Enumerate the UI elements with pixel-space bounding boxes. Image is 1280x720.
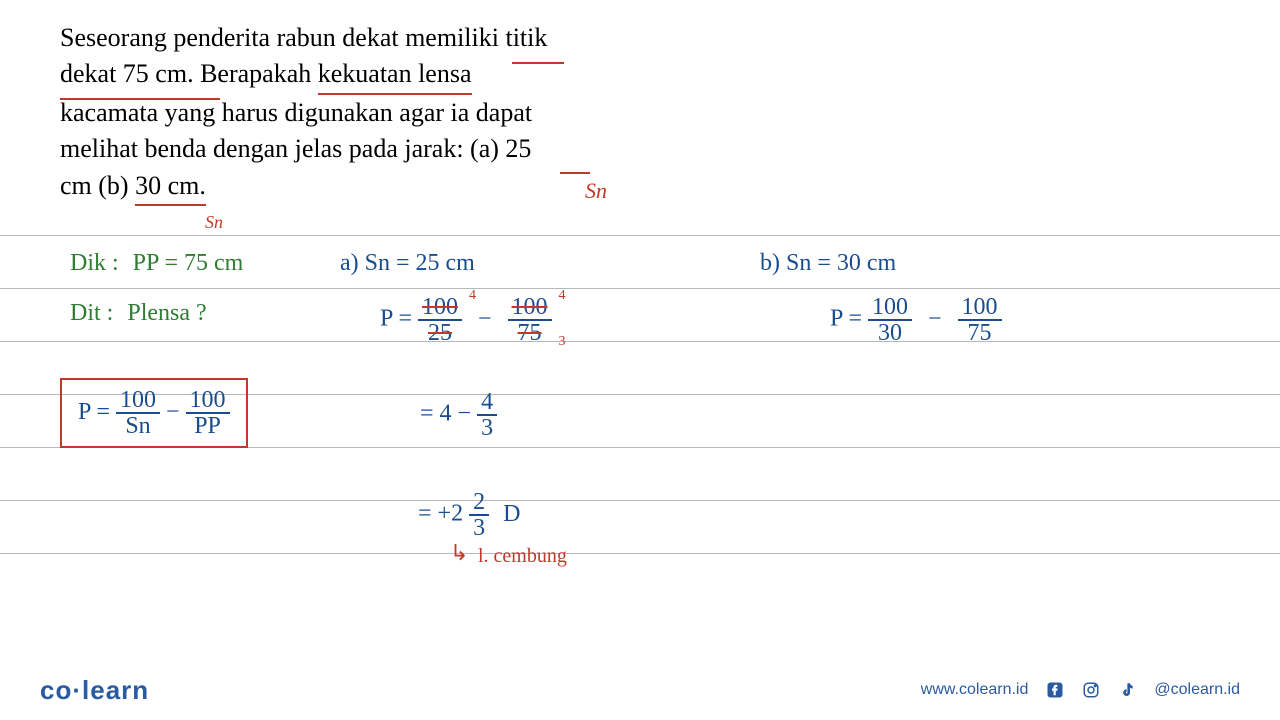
a-s3-den: 3 xyxy=(469,516,489,540)
q-line2-pre: dekat 75 cm. Berapakah xyxy=(60,59,318,88)
formula: P = 100 Sn − 100 PP xyxy=(78,399,230,425)
b-s1-t1: 100 30 xyxy=(868,295,912,345)
a-s1-t1-num: 100 xyxy=(418,295,462,321)
a-s1-t1-den: 25 xyxy=(418,321,462,345)
formula-t2: 100 PP xyxy=(186,388,230,438)
a-s2-pre: = 4 − xyxy=(420,401,471,427)
formula-box: P = 100 Sn − 100 PP xyxy=(60,378,248,448)
b-s1-minus: − xyxy=(928,306,942,332)
rule-3 xyxy=(0,341,1280,342)
dit-label: Dit : xyxy=(70,300,113,326)
dik-line: Dik : PP = 75 cm xyxy=(70,250,243,277)
question-block: Seseorang penderita rabun dekat memiliki… xyxy=(0,0,1280,216)
rule-2 xyxy=(0,288,1280,289)
a-s3-num: 2 xyxy=(469,490,489,516)
underline-titik-dekat xyxy=(512,62,564,64)
sn-annot-bottom: Sn xyxy=(205,212,223,233)
a-s3-unit: D xyxy=(503,501,520,527)
part-a-header: a) Sn = 25 cm xyxy=(340,250,475,277)
formula-t2-den: PP xyxy=(186,414,230,438)
part-a-step1: P = 100 25 4 − 100 75 4 3 xyxy=(380,295,552,345)
a-s2-frac: 4 3 xyxy=(477,390,497,440)
sn-annot-top: Sn xyxy=(585,178,607,204)
question-text: Seseorang penderita rabun dekat memiliki… xyxy=(60,20,620,206)
rule-1 xyxy=(0,235,1280,236)
part-a-step2: = 4 − 4 3 xyxy=(420,390,497,440)
logo-left: co xyxy=(40,675,72,705)
dik-label: Dik : xyxy=(70,250,119,276)
b-s1-t2-den: 75 xyxy=(958,321,1002,345)
q-line5-pre: cm (b) xyxy=(60,171,135,200)
rule-6 xyxy=(0,500,1280,501)
footer-right: www.colearn.id @colearn.id xyxy=(921,681,1240,699)
part-a-step3: = +2 2 3 D xyxy=(418,490,520,540)
logo: co·learn xyxy=(40,675,149,706)
b-s1-t1-den: 30 xyxy=(868,321,912,345)
dit-line: Dit : Plensa ? xyxy=(70,300,207,327)
a-s3-frac: 2 3 xyxy=(469,490,489,540)
a-s1-t1-sup: 4 xyxy=(469,289,476,303)
a-s2-den: 3 xyxy=(477,416,497,440)
q-line1: Seseorang penderita rabun dekat memiliki… xyxy=(60,23,547,52)
b-s1-lhs: P = xyxy=(830,306,862,332)
logo-dot: · xyxy=(72,675,82,705)
a-s1-t2-sup-den: 3 xyxy=(559,335,566,349)
formula-t2-num: 100 xyxy=(186,388,230,414)
q-line2-underlined: kekuatan lensa xyxy=(318,56,472,94)
underline-25 xyxy=(560,172,590,174)
cembung-arrow: ↳ xyxy=(450,540,468,566)
a-s2-num: 4 xyxy=(477,390,497,416)
a-s1-t1: 100 25 4 xyxy=(418,295,462,345)
formula-t1: 100 Sn xyxy=(116,388,160,438)
underline-dekat-75 xyxy=(60,98,220,100)
a-s1-lhs: P = xyxy=(380,306,412,332)
dit-value: Plensa ? xyxy=(127,300,206,326)
a-s1-t2-num: 100 xyxy=(508,295,552,321)
q-line3: kacamata yang harus digunakan agar ia da… xyxy=(60,98,532,127)
b-s1-t1-num: 100 xyxy=(868,295,912,321)
instagram-icon xyxy=(1082,681,1100,699)
formula-lhs: P = xyxy=(78,399,110,425)
rule-7 xyxy=(0,553,1280,554)
tiktok-icon xyxy=(1118,681,1136,699)
cembung-label: l. cembung xyxy=(478,545,567,568)
a-s1-t2: 100 75 4 3 xyxy=(508,295,552,345)
b-s1-t2-num: 100 xyxy=(958,295,1002,321)
dik-value: PP = 75 cm xyxy=(133,250,244,276)
footer: co·learn www.colearn.id @colearn.id xyxy=(0,660,1280,720)
b-s1-t2: 100 75 xyxy=(958,295,1002,345)
a-s3-pre: = +2 xyxy=(418,501,463,527)
formula-minus: − xyxy=(166,399,180,425)
logo-right: learn xyxy=(82,675,149,705)
part-b-step1: P = 100 30 − 100 75 xyxy=(830,295,1002,345)
part-b-header: b) Sn = 30 cm xyxy=(760,250,896,277)
a-s1-t2-sup-num: 4 xyxy=(559,289,566,303)
a-s1-t2-den: 75 xyxy=(508,321,552,345)
q-line5-underlined: 30 cm. xyxy=(135,168,206,206)
footer-handle: @colearn.id xyxy=(1154,681,1240,699)
a-s1-minus: − xyxy=(478,306,492,332)
q-line4: melihat benda dengan jelas pada jarak: (… xyxy=(60,134,531,163)
formula-t1-num: 100 xyxy=(116,388,160,414)
facebook-icon xyxy=(1046,681,1064,699)
footer-url: www.colearn.id xyxy=(921,681,1029,699)
formula-t1-den: Sn xyxy=(116,414,160,438)
